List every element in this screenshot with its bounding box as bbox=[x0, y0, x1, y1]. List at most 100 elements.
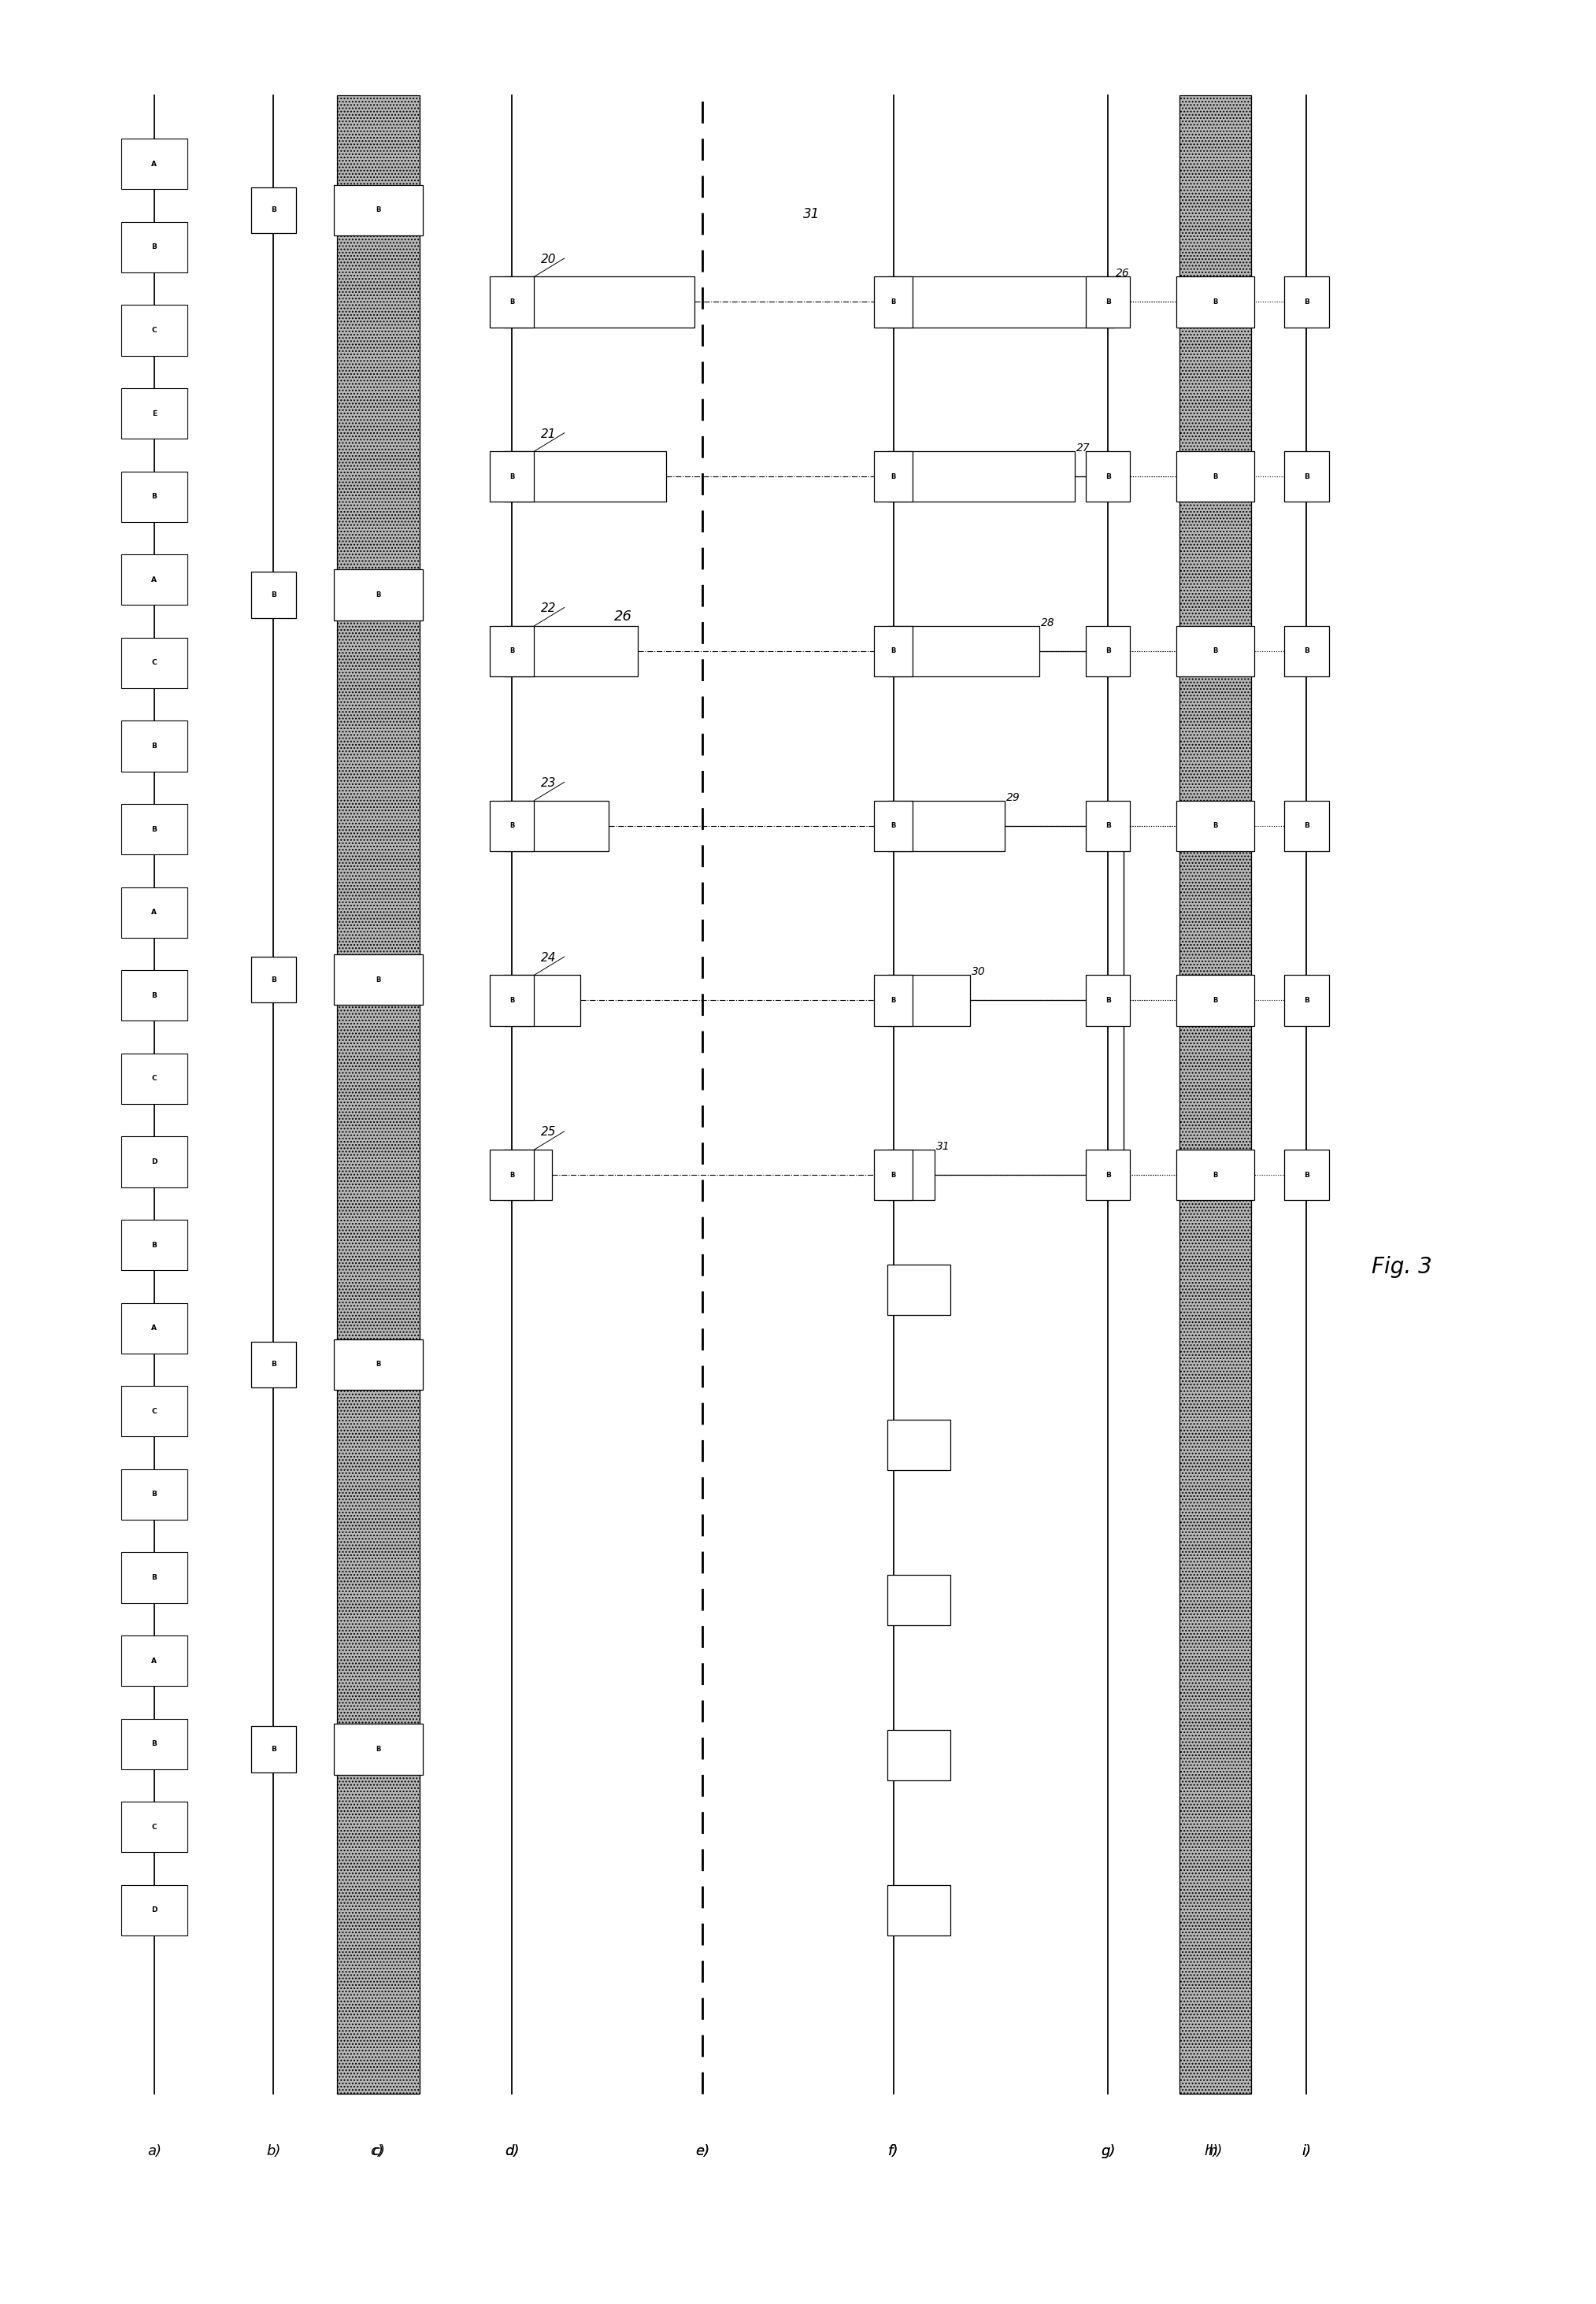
Text: c): c) bbox=[370, 2145, 383, 2159]
Text: 21: 21 bbox=[541, 429, 555, 440]
Text: B: B bbox=[891, 823, 895, 829]
Bar bbox=[1176, 1150, 1254, 1200]
Text: g): g) bbox=[1101, 2145, 1116, 2159]
Text: A: A bbox=[152, 1657, 156, 1663]
Bar bbox=[887, 1150, 935, 1200]
Bar bbox=[121, 1719, 188, 1769]
Text: e): e) bbox=[696, 2145, 710, 2159]
Bar bbox=[1176, 276, 1254, 327]
Text: b): b) bbox=[267, 2145, 281, 2159]
Text: c): c) bbox=[372, 2145, 385, 2159]
Text: C: C bbox=[152, 327, 156, 334]
Text: 31: 31 bbox=[803, 207, 819, 221]
Text: D: D bbox=[152, 1908, 158, 1915]
Bar bbox=[504, 1150, 552, 1200]
Bar bbox=[121, 1053, 188, 1104]
Bar bbox=[1176, 799, 1254, 850]
Bar bbox=[251, 571, 295, 617]
Text: A: A bbox=[152, 1325, 156, 1332]
Bar bbox=[1285, 276, 1329, 327]
Text: B: B bbox=[891, 998, 895, 1005]
Bar bbox=[334, 569, 423, 620]
Bar bbox=[887, 799, 1004, 850]
Bar bbox=[251, 956, 295, 1002]
Text: B: B bbox=[152, 742, 156, 749]
Bar bbox=[1285, 975, 1329, 1025]
Text: 30: 30 bbox=[972, 965, 985, 977]
Text: B: B bbox=[271, 977, 276, 984]
Text: C: C bbox=[152, 1822, 156, 1832]
Bar bbox=[1285, 799, 1329, 850]
Bar bbox=[121, 1136, 188, 1187]
Text: B: B bbox=[152, 993, 156, 1000]
Bar bbox=[334, 1339, 423, 1389]
Bar bbox=[251, 1341, 295, 1387]
Bar bbox=[1085, 975, 1130, 1025]
Text: B: B bbox=[1213, 472, 1218, 479]
Text: f): f) bbox=[887, 2145, 899, 2159]
Bar bbox=[121, 304, 188, 355]
Text: B: B bbox=[152, 493, 156, 500]
Text: 29: 29 bbox=[1005, 793, 1020, 802]
Text: B: B bbox=[1213, 300, 1218, 306]
Bar bbox=[121, 887, 188, 938]
Text: B: B bbox=[152, 1574, 156, 1581]
Bar bbox=[875, 276, 913, 327]
Bar bbox=[1085, 452, 1130, 502]
Text: E: E bbox=[152, 410, 156, 417]
Text: f): f) bbox=[887, 2145, 899, 2159]
Bar bbox=[490, 276, 535, 327]
Bar bbox=[1085, 1150, 1130, 1200]
Text: 24: 24 bbox=[541, 952, 555, 963]
Text: B: B bbox=[1106, 647, 1111, 654]
Bar bbox=[121, 138, 188, 189]
Bar bbox=[251, 1726, 295, 1772]
Bar bbox=[887, 1265, 951, 1316]
Text: C: C bbox=[152, 1076, 156, 1083]
Bar bbox=[334, 184, 423, 235]
Bar bbox=[121, 1302, 188, 1352]
Text: B: B bbox=[152, 825, 156, 832]
Bar bbox=[1179, 94, 1251, 2094]
Text: 27: 27 bbox=[1076, 442, 1090, 454]
Bar bbox=[251, 187, 295, 233]
Text: A: A bbox=[152, 576, 156, 583]
Bar bbox=[121, 555, 188, 606]
Bar bbox=[875, 452, 913, 502]
Text: B: B bbox=[1213, 647, 1218, 654]
Text: i): i) bbox=[1302, 2145, 1312, 2159]
Bar bbox=[1176, 975, 1254, 1025]
Bar bbox=[121, 1219, 188, 1270]
Bar bbox=[1085, 276, 1130, 327]
Bar bbox=[504, 452, 666, 502]
Text: i): i) bbox=[1302, 2145, 1312, 2159]
Bar bbox=[887, 627, 1039, 677]
Bar bbox=[887, 1419, 951, 1470]
Text: B: B bbox=[509, 998, 514, 1005]
Text: B: B bbox=[271, 592, 276, 599]
Bar bbox=[121, 721, 188, 772]
Bar bbox=[887, 1885, 951, 1935]
Bar bbox=[504, 975, 581, 1025]
Text: B: B bbox=[1213, 1170, 1218, 1180]
Text: B: B bbox=[891, 300, 895, 306]
Bar bbox=[1285, 1150, 1329, 1200]
Bar bbox=[887, 276, 1114, 327]
Bar bbox=[121, 1802, 188, 1852]
Bar bbox=[121, 1387, 188, 1438]
Text: B: B bbox=[891, 472, 895, 479]
Text: B: B bbox=[1304, 1170, 1309, 1180]
Bar bbox=[504, 799, 608, 850]
Bar bbox=[504, 276, 694, 327]
Bar bbox=[887, 1574, 951, 1624]
Bar bbox=[490, 452, 535, 502]
Text: h): h) bbox=[1203, 2145, 1218, 2159]
Text: C: C bbox=[152, 659, 156, 666]
Bar bbox=[121, 389, 188, 438]
Text: 20: 20 bbox=[541, 253, 555, 265]
Text: B: B bbox=[152, 1740, 156, 1746]
Text: B: B bbox=[377, 207, 381, 214]
Bar bbox=[875, 799, 913, 850]
Text: B: B bbox=[377, 592, 381, 599]
Text: g): g) bbox=[1101, 2145, 1116, 2159]
